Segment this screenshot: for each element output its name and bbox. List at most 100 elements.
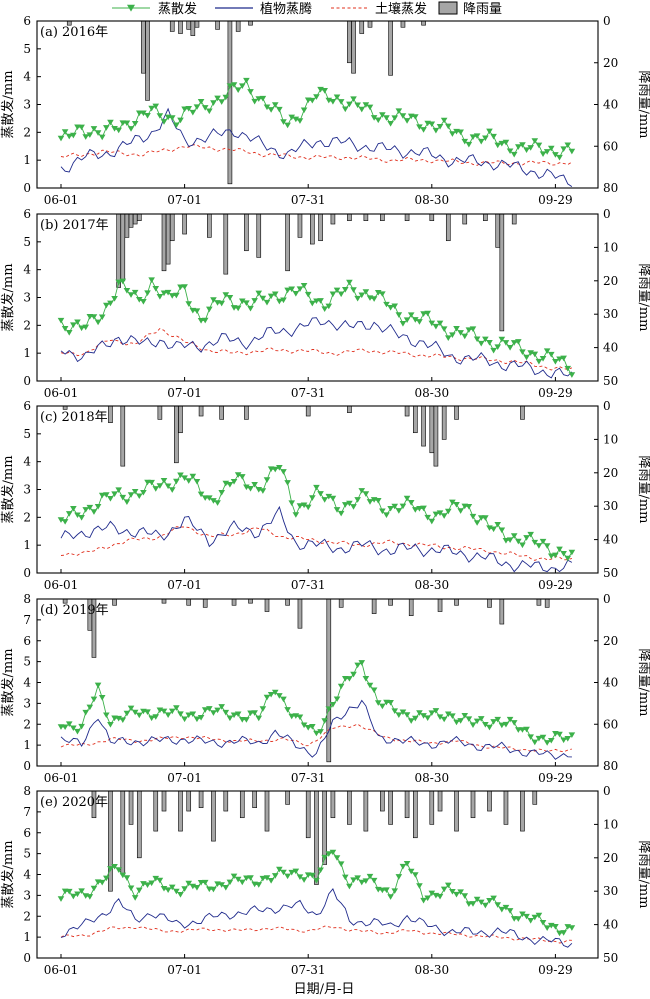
- et-point: [444, 335, 452, 341]
- et-point: [362, 102, 370, 108]
- rain-bar: [445, 213, 451, 242]
- et-point: [103, 875, 110, 882]
- et-point: [230, 479, 238, 485]
- x-tick-label: 08-30: [415, 386, 450, 400]
- et-point: [173, 888, 180, 895]
- et-point: [160, 708, 168, 715]
- et-point: [247, 305, 254, 312]
- y2-tick-label: 0: [603, 14, 611, 28]
- rain-bar: [462, 213, 468, 225]
- et-point: [123, 499, 131, 505]
- y-tick-label: 0: [23, 181, 31, 195]
- series-line-transpiration: [60, 699, 572, 760]
- series-line-transpiration: [60, 317, 573, 379]
- legend-rain-label: 降雨量: [463, 2, 502, 17]
- et-point: [453, 719, 460, 726]
- y-axis-label: 蒸散发/mm: [0, 263, 16, 331]
- rain-bar: [120, 405, 126, 467]
- rain-bar: [503, 790, 509, 825]
- et-point: [387, 894, 394, 900]
- et-point: [131, 488, 139, 495]
- rain-bar: [380, 790, 385, 812]
- et-point: [457, 889, 464, 895]
- et-point: [98, 134, 106, 141]
- et-point: [78, 124, 85, 131]
- y-tick-label: 5: [23, 235, 31, 249]
- et-point: [201, 317, 209, 324]
- y-tick-label: 5: [23, 427, 31, 441]
- et-point: [490, 719, 497, 725]
- et-point: [280, 696, 287, 703]
- et-point: [399, 113, 407, 119]
- et-point: [98, 879, 106, 886]
- et-point: [329, 495, 337, 502]
- et-point: [502, 721, 510, 728]
- x-tick-label: 09-29: [538, 771, 573, 785]
- et-point: [218, 882, 225, 888]
- et-point: [197, 491, 205, 498]
- rain-bar: [161, 790, 167, 812]
- series-line-evapotranspiration: [60, 467, 573, 560]
- rain-bar: [116, 213, 121, 288]
- et-point: [210, 498, 217, 504]
- et-point: [412, 872, 419, 878]
- et-point: [436, 714, 444, 720]
- et-point: [498, 527, 506, 534]
- et-point: [197, 318, 205, 324]
- et-point: [354, 662, 361, 669]
- et-point: [358, 879, 366, 886]
- et-point: [337, 99, 345, 105]
- series-line-evapotranspiration: [60, 278, 573, 376]
- et-point: [543, 149, 551, 155]
- legend-item-rain: 降雨量: [438, 1, 502, 17]
- rain-bar: [487, 598, 492, 608]
- rain-bar: [380, 213, 385, 221]
- et-point: [391, 888, 399, 894]
- rain-bar: [207, 213, 212, 238]
- et-point: [444, 882, 452, 889]
- y-tick-label: 5: [23, 847, 31, 861]
- et-point: [440, 326, 448, 332]
- et-point: [123, 288, 131, 294]
- y-tick-label: 3: [23, 483, 31, 497]
- x-tick-label: 07-01: [167, 771, 202, 785]
- y2-tick-label: 20: [603, 634, 618, 648]
- et-point: [247, 875, 254, 881]
- et-point: [189, 109, 197, 116]
- rain-bar: [421, 20, 426, 26]
- legend-item-es: 土壤蒸发: [331, 1, 427, 17]
- y2-tick-label: 80: [603, 181, 618, 195]
- et-point: [218, 490, 225, 496]
- et-point: [337, 291, 345, 298]
- rain-bar: [441, 405, 447, 440]
- et-point: [543, 543, 551, 549]
- et-point: [473, 133, 481, 139]
- rain-bar: [157, 405, 163, 420]
- et-point: [280, 469, 287, 475]
- legend-item-tr: 植物蒸腾: [215, 1, 312, 17]
- et-point: [440, 716, 448, 723]
- et-point: [560, 737, 567, 744]
- rain-bar: [338, 598, 344, 608]
- et-point: [531, 539, 539, 546]
- et-point: [259, 295, 267, 302]
- et-point: [337, 510, 345, 517]
- et-point: [201, 879, 209, 886]
- et-point: [276, 693, 283, 699]
- y-axis-label: 蒸散发/mm: [0, 648, 16, 716]
- et-point: [358, 660, 366, 666]
- et-point: [407, 868, 415, 875]
- rain-bar: [421, 405, 426, 447]
- y2-tick-label: 10: [603, 432, 618, 446]
- rain-bar: [429, 405, 435, 454]
- et-point: [313, 94, 320, 100]
- rain-bar: [248, 20, 253, 26]
- et-point: [333, 696, 341, 703]
- et-point: [168, 487, 176, 493]
- et-point: [399, 709, 407, 716]
- et-point: [568, 372, 576, 378]
- et-point: [280, 869, 287, 876]
- et-point: [296, 118, 304, 124]
